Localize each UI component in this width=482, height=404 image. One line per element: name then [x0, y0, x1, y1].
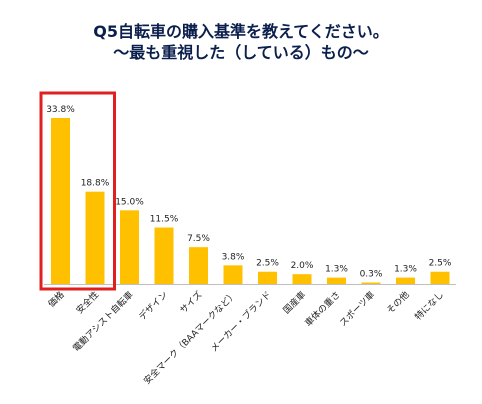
bar — [154, 227, 174, 284]
category-label: サイズ — [177, 289, 204, 316]
data-label: 2.0% — [291, 261, 314, 271]
data-label: 33.8% — [46, 105, 75, 115]
bar — [120, 210, 139, 284]
category-label: スポーツ車 — [337, 289, 377, 329]
data-label: 11.5% — [150, 215, 179, 225]
data-label: 2.5% — [429, 259, 452, 269]
data-label: 15.0% — [115, 197, 144, 207]
bar — [85, 191, 105, 284]
category-label: その他 — [384, 289, 412, 317]
data-label: 1.3% — [394, 265, 417, 275]
category-label: 電動アシスト自転車 — [70, 289, 136, 355]
bar — [361, 282, 381, 284]
category-label: 車体の重さ — [302, 289, 342, 329]
chart-subtitle: ～最も重視した（している）もの～ — [113, 43, 369, 62]
chart-title: Q5自転車の購入基準を教えてください。 — [93, 22, 389, 41]
data-label: 2.5% — [256, 259, 279, 269]
category-label: 特になし — [412, 289, 446, 323]
data-label: 3.8% — [222, 252, 245, 262]
bar — [292, 274, 312, 284]
bar — [223, 265, 243, 284]
bar — [258, 271, 277, 284]
data-label: 0.3% — [360, 270, 383, 280]
data-label: 18.8% — [81, 179, 110, 189]
data-label: 7.5% — [187, 234, 210, 244]
bar — [430, 271, 450, 284]
data-label: 1.3% — [325, 265, 348, 275]
bar — [189, 247, 208, 284]
bar — [327, 277, 346, 284]
bar — [396, 277, 415, 284]
highlight-box — [39, 91, 116, 291]
category-label: メーカー・ブランド — [208, 289, 274, 355]
category-label: 安全性 — [74, 289, 102, 317]
category-label: 国産車 — [281, 289, 309, 317]
category-label: デザイン — [136, 289, 170, 323]
category-label: 価格 — [45, 289, 66, 310]
bar — [51, 118, 70, 284]
